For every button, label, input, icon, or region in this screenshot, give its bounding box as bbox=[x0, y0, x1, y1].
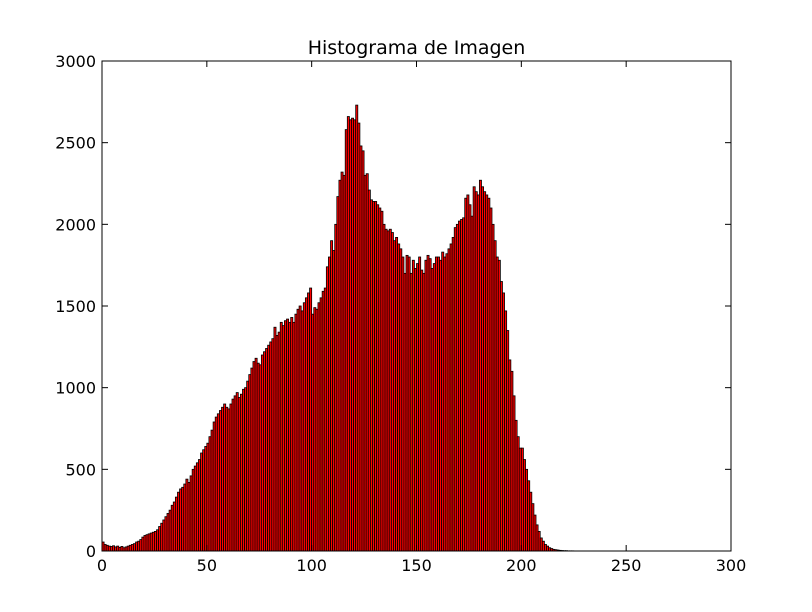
x-tick-label: 50 bbox=[197, 556, 217, 575]
y-tick-label: 2000 bbox=[55, 215, 96, 234]
y-tick-label: 1500 bbox=[55, 297, 96, 316]
x-tick-label: 100 bbox=[296, 556, 327, 575]
x-tick-label: 0 bbox=[97, 556, 107, 575]
y-tick-label: 500 bbox=[65, 460, 96, 479]
y-tick-label: 3000 bbox=[55, 52, 96, 71]
x-tick-label: 250 bbox=[611, 556, 642, 575]
x-tick-label: 200 bbox=[506, 556, 537, 575]
x-tick-label: 300 bbox=[716, 556, 747, 575]
y-tick-label: 0 bbox=[86, 542, 96, 561]
y-tick-label: 2500 bbox=[55, 134, 96, 153]
x-tick-label: 150 bbox=[401, 556, 432, 575]
chart-title: Histograma de Imagen bbox=[308, 37, 526, 59]
y-tick-label: 1000 bbox=[55, 379, 96, 398]
